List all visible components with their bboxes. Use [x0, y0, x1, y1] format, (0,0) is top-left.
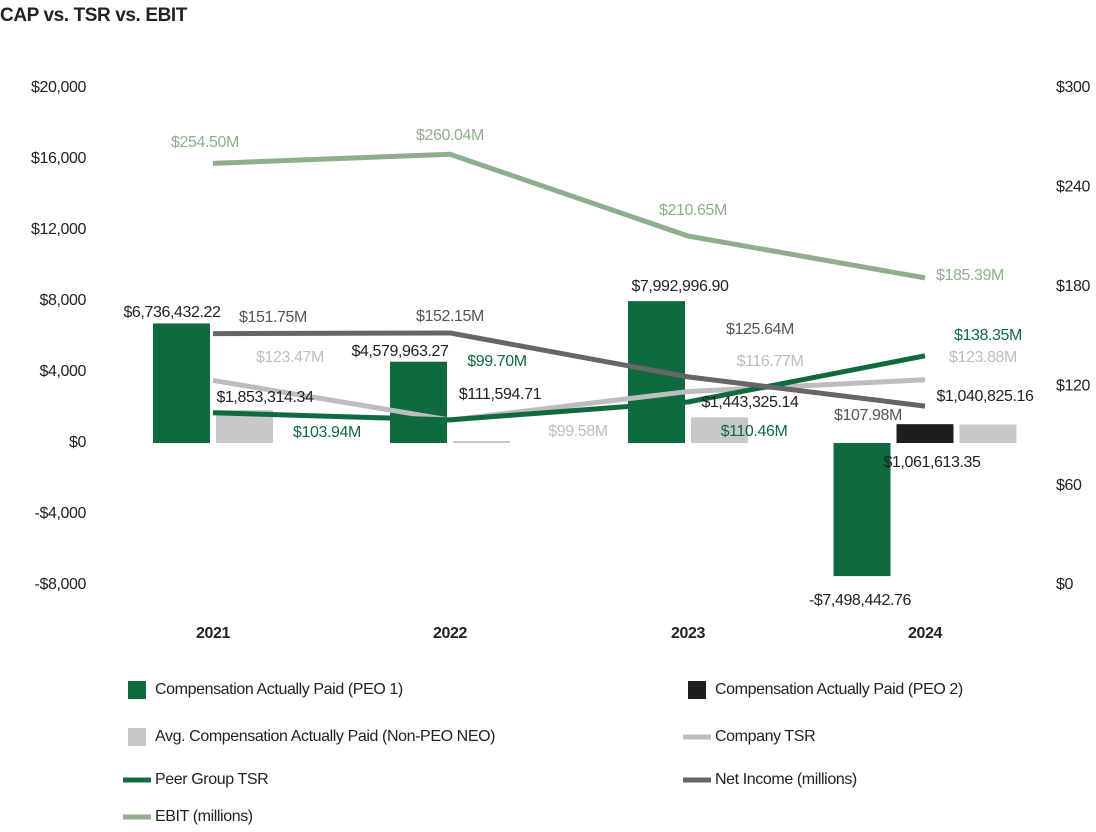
data-label: $254.50M [171, 134, 239, 151]
x-tick-label: 2022 [433, 625, 467, 642]
bar [153, 323, 210, 443]
y-tick-label: $20,000 [31, 79, 87, 96]
legend-label: Company TSR [715, 728, 815, 745]
data-label: $103.94M [293, 424, 361, 441]
y2-tick-label: $240 [1056, 179, 1090, 196]
data-label: $210.65M [659, 202, 727, 219]
data-label: $1,040,825.16 [936, 388, 1034, 405]
data-label: $138.35M [954, 327, 1022, 344]
data-label: $7,992,996.90 [631, 278, 729, 295]
data-label: $1,061,613.35 [883, 454, 981, 471]
data-label: $4,579,963.27 [351, 343, 449, 360]
bar [453, 441, 510, 443]
data-label: $1,853,314.34 [216, 389, 314, 406]
y2-tick-label: $120 [1056, 377, 1090, 394]
data-label: $123.47M [256, 349, 324, 366]
bar [896, 424, 954, 443]
data-label: $110.46M [721, 423, 788, 440]
y2-tick-label: $60 [1056, 477, 1082, 494]
data-label: $107.98M [834, 407, 902, 424]
y-tick-label: $4,000 [39, 363, 86, 380]
y-tick-label: $8,000 [39, 292, 86, 309]
y-tick-label: $16,000 [31, 150, 87, 167]
data-label: $6,736,432.22 [123, 304, 221, 321]
data-label: $152.15M [416, 308, 484, 325]
legend-label: EBIT (millions) [155, 808, 253, 825]
legend-swatch [128, 728, 146, 746]
y-tick-label: -$4,000 [35, 505, 87, 522]
data-label: -$7,498,442.76 [809, 592, 912, 609]
data-label: $125.64M [726, 321, 794, 338]
data-label: $185.39M [936, 267, 1004, 284]
data-label: $99.58M [548, 423, 608, 440]
legend-label: Peer Group TSR [155, 771, 268, 788]
legend-label: Compensation Actually Paid (PEO 1) [155, 681, 403, 698]
data-label: $111,594.71 [459, 386, 542, 403]
line-series [212, 353, 926, 423]
x-tick-label: 2023 [671, 625, 705, 642]
chart-title: CAP vs. TSR vs. EBIT [0, 5, 188, 26]
y2-tick-label: $180 [1056, 278, 1090, 295]
data-label: $151.75M [239, 309, 307, 326]
line-series [212, 151, 926, 281]
line-series [212, 330, 926, 409]
data-label: $123.88M [949, 349, 1017, 366]
bar [959, 424, 1017, 443]
data-label: $1,443,325.14 [701, 394, 799, 411]
legend-swatch [128, 681, 146, 699]
bar [390, 361, 447, 443]
bar [691, 417, 748, 443]
data-label: $116.77M [737, 353, 804, 370]
legend-label: Compensation Actually Paid (PEO 2) [715, 681, 963, 698]
y-tick-label: -$8,000 [35, 576, 87, 593]
bar [833, 443, 891, 577]
y-tick-label: $12,000 [31, 221, 87, 238]
y2-tick-label: $0 [1056, 576, 1073, 593]
legend-label: Net Income (millions) [715, 771, 857, 788]
x-tick-label: 2021 [196, 625, 230, 642]
legend-swatch [688, 681, 706, 699]
data-label: $260.04M [416, 127, 484, 144]
y-tick-label: $0 [69, 434, 86, 451]
x-tick-label: 2024 [908, 625, 942, 642]
line-series [212, 377, 926, 423]
y2-tick-label: $300 [1056, 79, 1090, 96]
legend-label: Avg. Compensation Actually Paid (Non-PEO… [155, 728, 495, 745]
data-label: $99.70M [467, 353, 527, 370]
